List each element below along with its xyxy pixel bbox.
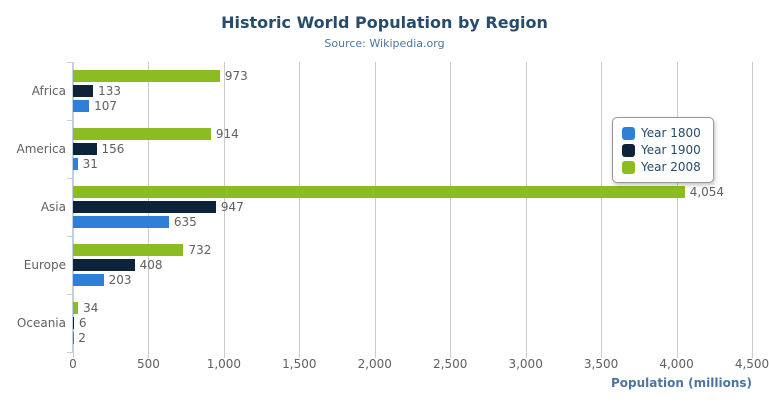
chart-title: Historic World Population by Region — [221, 13, 548, 32]
category-axis-tick-mark — [67, 236, 73, 237]
bar-year-1800-africa[interactable] — [73, 100, 90, 112]
x-axis-tick-mark — [450, 352, 452, 358]
data-label: 34 — [83, 301, 99, 315]
data-label: 947 — [220, 200, 244, 214]
legend-item-year-1800[interactable]: Year 1800 — [622, 125, 701, 142]
legend-swatch-icon — [622, 161, 635, 174]
category-axis-labels: Africa America Asia Europe Oceania — [0, 62, 67, 352]
data-label: 973 — [224, 69, 248, 83]
data-label: 635 — [173, 215, 197, 229]
chart-subtitle: Source: Wikipedia.org — [324, 37, 445, 50]
x-axis-tick-mark — [752, 352, 753, 358]
bar-year-1800-asia[interactable] — [73, 216, 169, 228]
bar-year-1900-america[interactable] — [73, 143, 97, 155]
data-label: 6 — [78, 316, 87, 330]
gridline — [374, 62, 376, 352]
x-axis-tick-label: 3,000 — [508, 357, 543, 371]
category-group-asia: 4,054 947 635 — [73, 178, 752, 236]
gridline — [223, 62, 225, 352]
x-axis-tick-mark — [601, 352, 603, 358]
x-axis-tick-mark — [374, 352, 376, 358]
x-axis-tick-mark — [148, 352, 150, 358]
bar-year-1900-asia[interactable] — [73, 201, 216, 213]
gridline — [752, 62, 753, 352]
gridline — [299, 62, 301, 352]
category-group-europe: 732 408 203 — [73, 236, 752, 294]
data-label: 732 — [188, 243, 212, 257]
data-label: 107 — [94, 99, 118, 113]
x-axis-tick-mark — [73, 352, 74, 358]
bar-year-2008-asia[interactable] — [73, 186, 685, 198]
x-axis-tick-label: 2,000 — [357, 357, 392, 371]
x-axis-tick-label: 1,000 — [206, 357, 242, 371]
bar-year-1900-europe[interactable] — [73, 259, 135, 271]
x-axis-tick-label: 2,500 — [433, 357, 468, 371]
x-axis-tick-label: 4,500 — [734, 357, 769, 371]
data-label: 31 — [82, 157, 98, 171]
x-axis-tick-label: 500 — [136, 357, 160, 371]
legend-label: Year 1800 — [641, 126, 701, 140]
x-axis-tick-label: 3,500 — [583, 357, 619, 371]
x-axis-tick-label: 1,500 — [282, 357, 317, 371]
category-group-america: 914 156 31 — [73, 120, 752, 178]
data-label: 2 — [78, 331, 86, 345]
bar-year-2008-europe[interactable] — [73, 244, 184, 256]
category-axis-tick-mark — [67, 352, 73, 353]
bar-year-2008-oceania[interactable] — [73, 302, 79, 314]
category-label-africa: Africa — [31, 84, 66, 98]
gridline — [676, 62, 678, 352]
x-axis-tick-mark — [223, 352, 225, 358]
gridline — [525, 62, 527, 352]
data-label: 156 — [101, 142, 125, 156]
x-axis-tick-labels: 0 500 1,000 1,500 2,000 2,500 3,000 3,500 4,000 4… — [69, 357, 769, 373]
category-group-africa: 973 133 107 — [73, 62, 752, 120]
data-label: 133 — [98, 84, 121, 98]
gridline — [601, 62, 603, 352]
category-label-america: America — [16, 142, 67, 156]
data-label: 4,054 — [689, 185, 725, 199]
category-axis-tick-mark — [67, 62, 73, 63]
plot-area: 973 133 107 914 156 31 4,054 947 635 732 408 203 34 6… — [67, 62, 753, 358]
x-axis-tick-label: 4,000 — [659, 357, 694, 371]
category-axis-line — [72, 62, 73, 352]
gridline — [450, 62, 452, 352]
x-axis-title: Population (millions) — [610, 376, 752, 390]
legend-swatch-icon — [622, 127, 635, 140]
bar-year-2008-america[interactable] — [73, 128, 211, 140]
bar-year-1800-america[interactable] — [73, 158, 78, 170]
category-label-asia: Asia — [40, 200, 66, 214]
legend: Year 1800 Year 1900 Year 2008 — [612, 117, 714, 183]
category-group-oceania: 34 6 2 — [73, 294, 752, 352]
category-axis-tick-mark — [67, 120, 73, 121]
data-label: 408 — [139, 258, 163, 272]
data-label: 914 — [215, 127, 239, 141]
export-menu-button[interactable] — [730, 22, 748, 38]
category-axis-tick-mark — [67, 294, 73, 295]
x-axis-tick-label: 0 — [69, 357, 77, 371]
data-label: 203 — [108, 273, 132, 287]
legend-item-year-2008[interactable]: Year 2008 — [622, 159, 701, 176]
legend-label: Year 1900 — [641, 143, 701, 157]
category-axis-tick-mark — [67, 178, 73, 179]
x-axis-tick-mark — [299, 352, 301, 358]
legend-label: Year 2008 — [641, 160, 701, 174]
x-axis-tick-mark — [525, 352, 527, 358]
bar-year-2008-africa[interactable] — [73, 70, 220, 82]
x-axis-tick-mark — [676, 352, 678, 358]
category-label-oceania: Oceania — [16, 316, 66, 330]
category-label-europe: Europe — [23, 258, 66, 272]
bar-year-1800-europe[interactable] — [73, 274, 104, 286]
legend-swatch-icon — [622, 144, 635, 157]
bar-year-1900-africa[interactable] — [73, 85, 94, 97]
bar-year-1900-oceania[interactable] — [73, 317, 74, 329]
legend-item-year-1900[interactable]: Year 1900 — [622, 142, 701, 159]
